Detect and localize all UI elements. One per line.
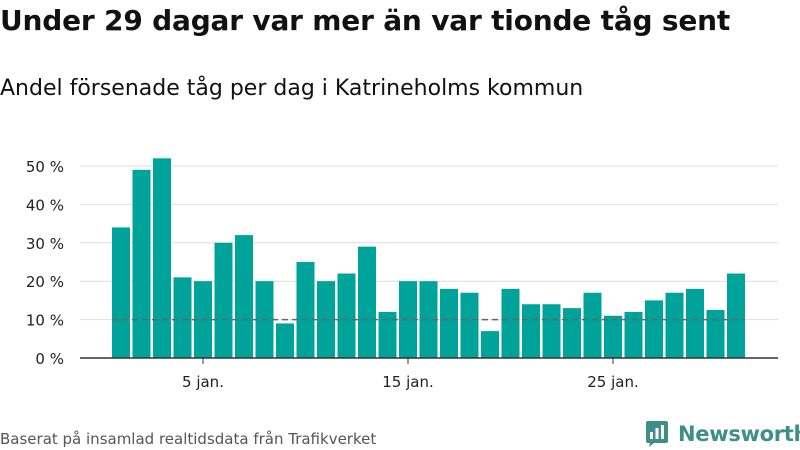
bar bbox=[604, 315, 622, 358]
chart-title: Under 29 dagar var mer än var tionde tåg… bbox=[0, 4, 731, 37]
bar bbox=[276, 323, 294, 358]
bar bbox=[235, 235, 253, 358]
logo-text: Newsworthy bbox=[678, 422, 800, 446]
chart-subtitle: Andel försenade tåg per dag i Katrinehol… bbox=[0, 76, 584, 101]
bar bbox=[727, 273, 745, 358]
bar bbox=[296, 262, 315, 358]
bar bbox=[686, 288, 704, 358]
y-tick-label: 50 % bbox=[26, 158, 64, 176]
bar bbox=[645, 300, 663, 358]
y-tick-label: 40 % bbox=[26, 196, 64, 214]
y-tick-label: 30 % bbox=[26, 235, 64, 253]
bar bbox=[112, 227, 130, 358]
bar bbox=[665, 292, 684, 358]
bar bbox=[460, 292, 479, 358]
bar-chart: 0 % 10 % 20 % 30 % 40 % 50 % 5 jan. 15 jan. 25 j… bbox=[26, 158, 778, 391]
bar bbox=[214, 242, 233, 358]
newsworthy-logo-icon bbox=[646, 421, 668, 447]
bar bbox=[378, 311, 397, 358]
bar bbox=[440, 288, 458, 358]
bar bbox=[624, 311, 643, 358]
bar bbox=[706, 310, 725, 358]
bar bbox=[481, 331, 499, 358]
bar bbox=[542, 304, 561, 358]
x-tick-label: 5 jan. bbox=[182, 373, 224, 391]
bar bbox=[153, 158, 171, 358]
axes: 0 % 10 % 20 % 30 % 40 % 50 % 5 jan. 15 jan. 25 j… bbox=[26, 158, 778, 391]
bar bbox=[358, 246, 376, 358]
y-tick-label: 10 % bbox=[26, 312, 64, 330]
bar bbox=[132, 169, 151, 358]
bar bbox=[419, 281, 438, 358]
bars bbox=[112, 158, 745, 358]
newsworthy-logo: Newsworthy bbox=[645, 420, 800, 448]
source-note: Baserat på insamlad realtidsdata från Tr… bbox=[0, 430, 377, 448]
y-tick-label: 20 % bbox=[26, 273, 64, 291]
bar bbox=[583, 292, 602, 358]
x-tick-label: 15 jan. bbox=[382, 373, 434, 391]
bar bbox=[337, 273, 356, 358]
bar bbox=[501, 288, 520, 358]
bar bbox=[522, 304, 540, 358]
y-tick-label: 0 % bbox=[35, 350, 64, 368]
bar bbox=[563, 308, 581, 358]
x-tick-label: 25 jan. bbox=[587, 373, 639, 391]
bar bbox=[173, 277, 192, 358]
